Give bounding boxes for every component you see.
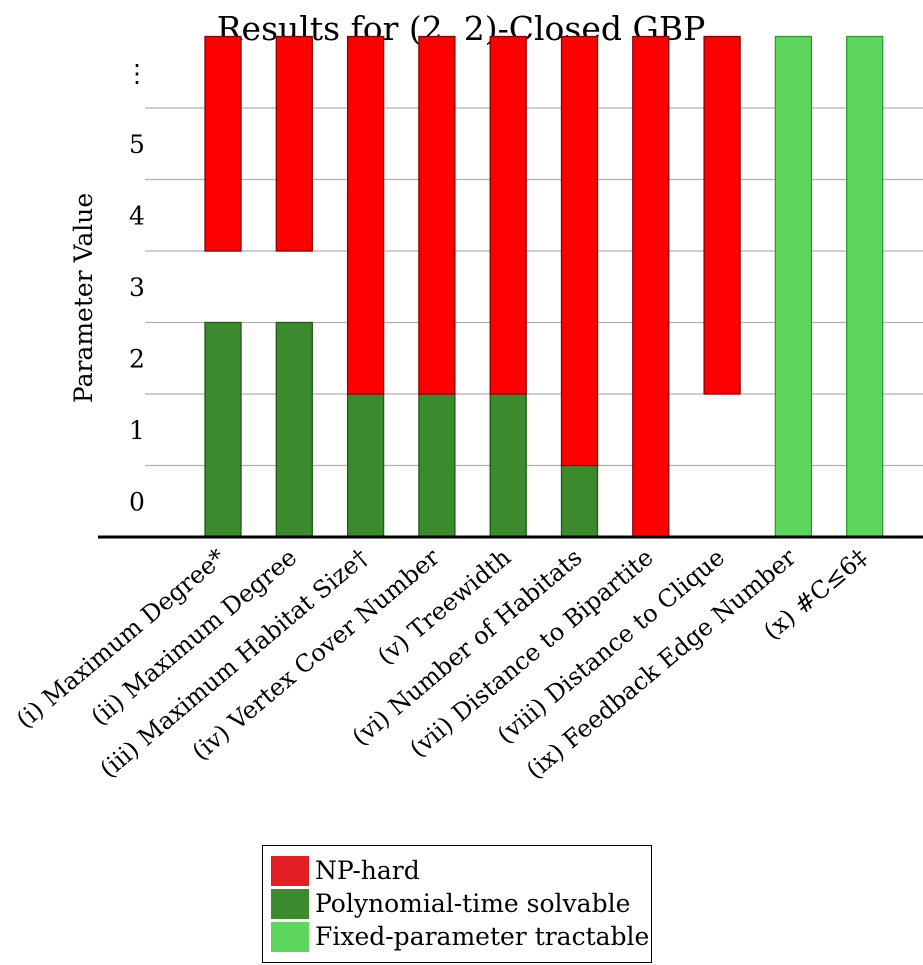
y-tick-label: 0 (129, 487, 145, 516)
y-tick-label: ⋮ (125, 58, 150, 87)
legend: NP-hard Polynomial-time solvable Fixed-p… (262, 845, 652, 963)
bar-segment-np (346, 35, 385, 395)
legend-swatch-np (271, 855, 309, 886)
bar-segment-fpt (846, 35, 884, 538)
y-tick-label: 4 (129, 201, 145, 230)
y-tick-label: 1 (129, 416, 145, 445)
legend-swatch-fpt (271, 921, 309, 952)
x-tick-label: (iii) Maximum Habitat Size† (95, 543, 374, 783)
bar-segment-poly (275, 321, 313, 538)
bar-segment-poly (418, 393, 456, 538)
bar-segment-fpt (774, 35, 813, 538)
legend-swatch-poly (271, 888, 309, 919)
y-axis-label: Parameter Value (69, 193, 98, 403)
legend-label-fpt: Fixed-parameter tractable (315, 922, 650, 951)
x-tick-labels: (i) Maximum Degree*(ii) Maximum Degree(i… (11, 543, 872, 785)
legend-label-poly: Polynomial-time solvable (315, 889, 631, 918)
legend-item-fpt: Fixed-parameter tractable (271, 920, 651, 953)
y-tick-label: 3 (129, 273, 145, 302)
bar-segment-np (275, 35, 313, 252)
y-tick-labels: 0 1 2 3 4 5 ⋮ (125, 58, 150, 516)
bar-segment-poly (346, 393, 385, 538)
legend-label-np: NP-hard (315, 856, 420, 885)
bar-segment-np (489, 35, 527, 395)
bar-segment-np (418, 35, 456, 395)
bar-segment-np (703, 35, 741, 395)
bar-segment-np (560, 35, 599, 467)
bar-segment-poly (489, 393, 527, 538)
y-tick-label: 5 (129, 130, 145, 159)
bars (204, 35, 884, 538)
bar-segment-np (632, 35, 670, 538)
y-tick-label: 2 (129, 344, 145, 373)
legend-item-poly: Polynomial-time solvable (271, 887, 651, 920)
legend-item-np: NP-hard (271, 854, 651, 887)
bar-segment-poly (204, 321, 242, 538)
bar-segment-poly (560, 464, 599, 538)
bar-segment-np (204, 35, 242, 252)
